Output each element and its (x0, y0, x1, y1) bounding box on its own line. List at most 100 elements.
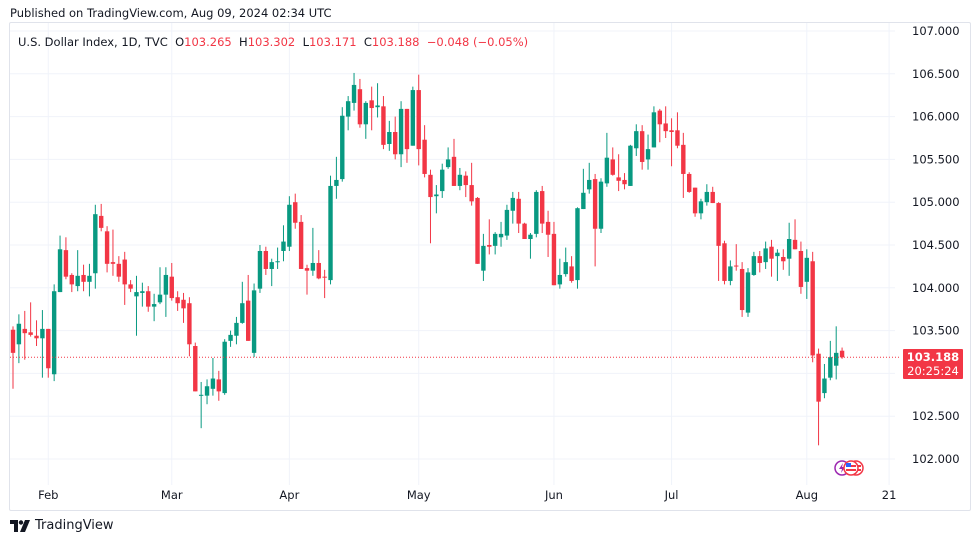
candle-body (69, 274, 74, 285)
candle-body (834, 352, 839, 366)
candle-body (816, 353, 821, 402)
candle-body (251, 290, 257, 353)
candle-body (193, 346, 198, 392)
candle (510, 191, 515, 224)
candle-body (810, 261, 815, 356)
candle (69, 273, 74, 293)
candle (698, 198, 704, 220)
candle (93, 204, 98, 289)
candle (128, 280, 133, 293)
candle (551, 221, 557, 286)
candle-body (416, 90, 421, 150)
candle (757, 250, 762, 273)
candle (581, 168, 586, 210)
candle-body (51, 291, 57, 375)
candle-body (257, 250, 263, 289)
candle (351, 72, 357, 111)
us-flag-event-icon (843, 460, 859, 476)
candle-body (216, 379, 221, 392)
candle (416, 74, 421, 166)
candle (293, 193, 298, 229)
time-axis: Feb Mar Apr May Jun Jul Aug 21 (38, 488, 896, 502)
footer: TradingView (10, 518, 114, 533)
candle (57, 235, 63, 293)
candle-body (504, 209, 510, 236)
candle-body (169, 276, 174, 299)
candle (498, 221, 504, 247)
candle-body (522, 223, 527, 240)
candle-body (351, 84, 357, 103)
candle-body (93, 214, 98, 274)
price-tick-label: 102.500 (912, 409, 960, 423)
candle (751, 251, 757, 276)
candle (575, 207, 580, 289)
candle-body (786, 239, 792, 259)
candle (40, 310, 45, 378)
candle (645, 134, 651, 170)
candle-body (263, 250, 269, 269)
candle-body (675, 130, 680, 146)
price-tick-label: 104.000 (912, 281, 960, 295)
candle (522, 222, 527, 240)
candle (263, 246, 269, 275)
candle (451, 138, 457, 186)
candle-body (334, 179, 339, 186)
candle (193, 342, 198, 392)
bar-countdown: 20:25:24 (907, 364, 959, 378)
candle (592, 173, 598, 267)
candle (75, 250, 80, 292)
candle-body (275, 261, 280, 263)
candle (534, 190, 539, 238)
candle-body (487, 245, 492, 247)
last-price-tag: 103.188 20:25:24 (903, 349, 963, 379)
candle-body (475, 197, 480, 264)
candle-body (645, 149, 651, 160)
footer-brand: TradingView (35, 518, 114, 533)
candle (298, 215, 304, 269)
candle-body (157, 294, 163, 303)
candle-body (751, 256, 757, 275)
candle-body (198, 394, 204, 396)
candle-body (540, 191, 545, 224)
candle-body (716, 203, 721, 246)
candle (269, 258, 274, 287)
legend-symbol: U.S. Dollar Index, 1D, TVC (18, 35, 168, 49)
time-tick-label: Feb (38, 488, 58, 502)
candle-body (304, 268, 310, 271)
candle-body (569, 266, 574, 281)
candle-body (681, 144, 686, 174)
candle-body (34, 335, 39, 339)
candle-body (722, 243, 727, 281)
candle (604, 132, 610, 187)
candle (745, 268, 751, 317)
candle-body (581, 192, 586, 210)
candle-body (140, 291, 145, 293)
grid (10, 23, 895, 485)
candle-body (240, 303, 245, 323)
candle-body (828, 357, 833, 378)
candle-body (792, 239, 798, 250)
candle-body (781, 256, 786, 262)
candle-body (104, 231, 110, 264)
candle (822, 363, 827, 399)
candle-body (87, 275, 92, 282)
candle-body (181, 299, 186, 309)
candle (775, 249, 780, 281)
candle (739, 262, 745, 317)
candle (334, 156, 339, 199)
candle-body (440, 169, 445, 192)
candle-body (657, 110, 662, 125)
candle-body (710, 191, 715, 204)
candle (187, 297, 192, 357)
candle-body (839, 350, 845, 358)
candle (116, 256, 122, 282)
candle-body (510, 197, 515, 211)
candle (181, 292, 186, 323)
candle (234, 316, 239, 345)
candle (81, 264, 86, 292)
candle-body (310, 262, 316, 271)
candle-body (551, 233, 557, 286)
candle (275, 247, 280, 269)
legend-close-label: C (363, 35, 372, 49)
